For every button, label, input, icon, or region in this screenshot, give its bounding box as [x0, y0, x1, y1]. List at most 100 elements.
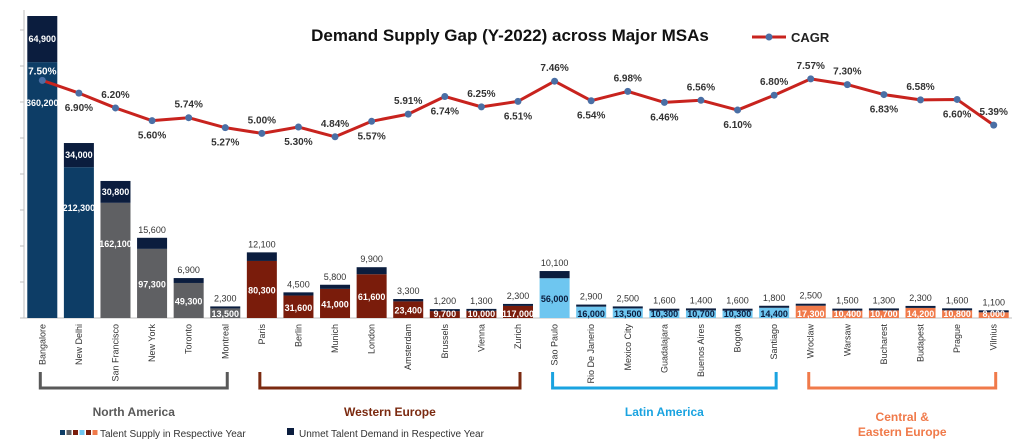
supply-bar — [356, 274, 387, 318]
category-label: Mexico City — [623, 324, 633, 371]
cagr-label: 6.74% — [431, 106, 459, 117]
cagr-label: 6.83% — [870, 105, 898, 116]
chart-title: Demand Supply Gap (Y-2022) across Major … — [311, 26, 709, 45]
cagr-label: 6.51% — [504, 111, 532, 122]
cagr-label: 6.58% — [906, 82, 934, 93]
demand-value-label: 34,000 — [65, 150, 93, 160]
supply-bar — [905, 307, 936, 318]
supply-legend-label: Talent Supply in Respective Year — [100, 429, 246, 440]
demand-value-label: 2,300 — [214, 293, 237, 303]
cagr-label: 5.60% — [138, 131, 166, 142]
cagr-label: 5.91% — [394, 96, 422, 107]
supply-bar — [466, 310, 497, 318]
cagr-point — [807, 75, 815, 83]
cagr-label: 6.90% — [65, 103, 93, 114]
cagr-point — [221, 124, 229, 132]
supply-value-label: 49,300 — [175, 296, 203, 306]
cagr-legend: CAGR — [752, 30, 830, 45]
demand-value-label: 1,300 — [873, 295, 896, 305]
category-label: Berlin — [293, 324, 303, 347]
supply-bar — [942, 310, 973, 318]
demand-bar — [942, 308, 973, 311]
region-label: Central & — [876, 410, 930, 424]
cagr-label: 5.30% — [284, 137, 312, 148]
category-label: Wroclaw — [806, 324, 816, 359]
demand-value-label: 15,600 — [138, 225, 166, 235]
cagr-point — [770, 91, 778, 99]
category-label: Buenos Aires — [696, 324, 706, 378]
category-label: Prague — [952, 324, 962, 353]
demand-bar — [722, 308, 753, 311]
cagr-legend-marker — [765, 33, 773, 41]
supply-value-label: 8,000 — [982, 309, 1005, 319]
demand-bar — [868, 308, 899, 311]
demand-bar — [27, 16, 58, 63]
supply-bar — [393, 301, 424, 318]
demand-value-label: 1,600 — [946, 295, 969, 305]
category-label: Warsaw — [842, 324, 852, 357]
demand-bar — [502, 303, 534, 306]
cagr-label: 4.84% — [321, 119, 349, 130]
cagr-point — [38, 76, 46, 84]
category-label: Rio De Janerio — [586, 324, 596, 384]
demand-value-label: 4,500 — [287, 279, 310, 289]
cagr-point — [368, 117, 376, 125]
category-label: Bucharest — [879, 324, 889, 365]
category-label: Amsterdam — [403, 324, 413, 370]
supply-bar — [649, 310, 680, 318]
region-bracket — [807, 372, 998, 390]
demand-bar — [832, 308, 863, 311]
supply-bar — [502, 305, 534, 318]
supply-value-label: 61,600 — [358, 292, 386, 302]
supply-value-label: 10,400 — [834, 309, 862, 319]
demand-bar — [685, 308, 716, 311]
cagr-point — [111, 104, 119, 112]
supply-bar — [978, 312, 1009, 318]
cagr-point — [843, 81, 851, 89]
supply-value-label: 17,300 — [797, 309, 825, 319]
supply-legend-swatch — [92, 430, 98, 435]
supply-value-label: 9,700 — [434, 309, 457, 319]
supply-bar — [320, 288, 351, 318]
cagr-point — [441, 92, 449, 100]
category-label: San Francisco — [110, 324, 120, 382]
demand-bar — [466, 308, 497, 311]
supply-value-label: 10,700 — [870, 309, 898, 319]
supply-value-label: 97,300 — [138, 279, 166, 289]
supply-value-label: 14,400 — [760, 309, 788, 319]
cagr-label: 6.10% — [723, 120, 751, 131]
demand-value-label: 2,500 — [617, 293, 640, 303]
demand-bar — [210, 306, 241, 309]
demand-bar — [246, 252, 277, 261]
supply-value-label: 13,500 — [614, 309, 642, 319]
cagr-point — [953, 95, 961, 103]
demand-value-label: 6,900 — [177, 265, 200, 275]
demand-value-label: 1,500 — [836, 296, 859, 306]
supply-bar — [576, 306, 607, 318]
cagr-point — [294, 123, 302, 131]
category-label: Montreal — [220, 324, 230, 359]
demand-value-label: 1,300 — [470, 296, 493, 306]
category-label: Vilnius — [989, 324, 999, 351]
supply-value-label: 10,800 — [943, 309, 971, 319]
cagr-point — [624, 87, 632, 95]
supply-bar — [27, 62, 58, 319]
supply-value-label: 41,000 — [321, 299, 349, 309]
supply-value-label: 117,000 — [502, 309, 534, 319]
cagr-label: 6.98% — [614, 73, 642, 84]
supply-value-label: 80,300 — [248, 285, 276, 295]
supply-value-label: 10,300 — [651, 309, 679, 319]
supply-value-label: 162,100 — [99, 239, 132, 249]
demand-value-label: 10,100 — [541, 258, 569, 268]
demand-value-label: 30,800 — [102, 187, 130, 197]
cagr-label: 5.57% — [357, 131, 385, 142]
supply-value-label: 212,300 — [63, 203, 96, 213]
demand-legend-label: Unmet Talent Demand in Respective Year — [299, 429, 485, 440]
cagr-point — [148, 117, 156, 125]
cagr-point — [258, 129, 266, 137]
demand-bar — [649, 308, 680, 311]
demand-bar — [283, 292, 314, 296]
region-label: Latin America — [625, 405, 704, 419]
demand-value-label: 2,500 — [799, 291, 822, 301]
cagr-point — [587, 97, 595, 105]
